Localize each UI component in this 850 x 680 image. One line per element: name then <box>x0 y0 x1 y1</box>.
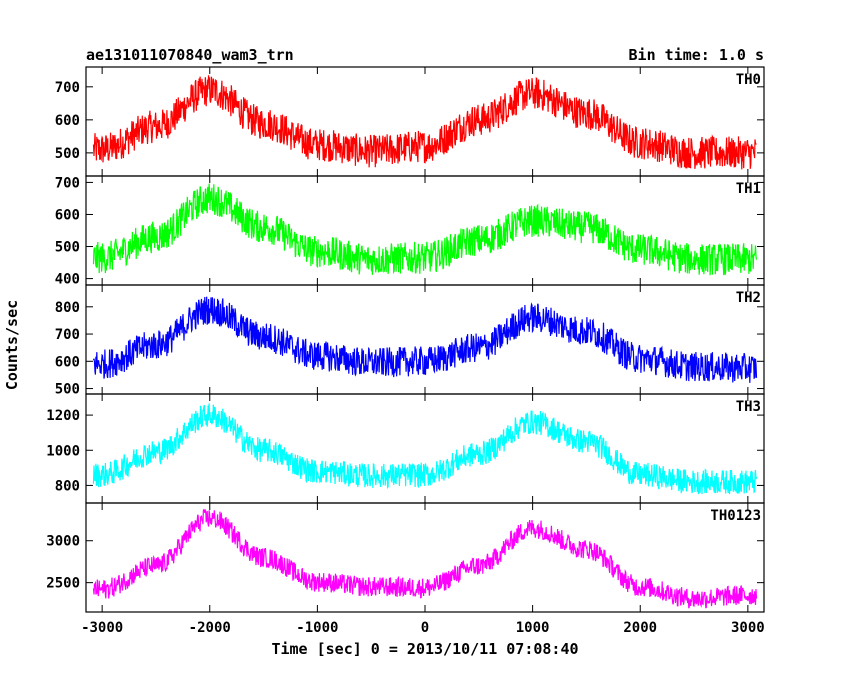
panel-label: TH2 <box>736 290 761 306</box>
y-tick-label: 1200 <box>46 408 80 424</box>
y-tick-label: 600 <box>55 354 80 370</box>
y-tick-label: 400 <box>55 272 80 288</box>
y-tick-label: 500 <box>55 146 80 162</box>
chart-title: ae131011070840_wam3_trn <box>86 46 294 64</box>
y-tick-label: 2500 <box>46 576 80 592</box>
bin-time-label: Bin time: 1.0 s <box>629 46 764 64</box>
series-line-th3 <box>92 403 758 495</box>
x-tick-label: -2000 <box>189 620 231 636</box>
y-tick-label: 3000 <box>46 534 80 550</box>
y-tick-label: 1000 <box>46 443 80 459</box>
y-tick-label: 500 <box>55 240 80 256</box>
series-line-th2 <box>92 296 758 383</box>
panel-label: TH1 <box>736 181 761 197</box>
panel-label: TH3 <box>736 399 761 415</box>
series-line-th0 <box>92 75 757 170</box>
y-tick-label: 800 <box>55 478 80 494</box>
x-tick-label: 0 <box>421 620 429 636</box>
y-tick-label: 700 <box>55 80 80 96</box>
panel-frame-th2 <box>85 284 765 395</box>
panel-label: TH0123 <box>710 508 761 524</box>
x-tick-label: -3000 <box>81 620 123 636</box>
x-tick-label: 2000 <box>623 620 657 636</box>
panel-label: TH0 <box>736 72 761 88</box>
x-tick-label: 1000 <box>516 620 550 636</box>
series-line-th1 <box>92 183 758 276</box>
y-tick-label: 500 <box>55 382 80 398</box>
y-tick-label: 800 <box>55 300 80 316</box>
y-tick-label: 600 <box>55 207 80 223</box>
y-tick-label: 700 <box>55 175 80 191</box>
x-axis-label: Time [sec] 0 = 2013/10/11 07:08:40 <box>271 640 578 658</box>
panels-group: TH0 500 600 700 TH1 400 500 600 700 TH2 500 600 700 8… <box>46 66 765 636</box>
x-tick-label: -1000 <box>296 620 338 636</box>
x-tick-label: 3000 <box>731 620 765 636</box>
series-line-th0123 <box>92 508 758 609</box>
y-axis-label: Counts/sec <box>3 300 21 390</box>
y-tick-label: 700 <box>55 327 80 343</box>
y-tick-label: 600 <box>55 113 80 129</box>
